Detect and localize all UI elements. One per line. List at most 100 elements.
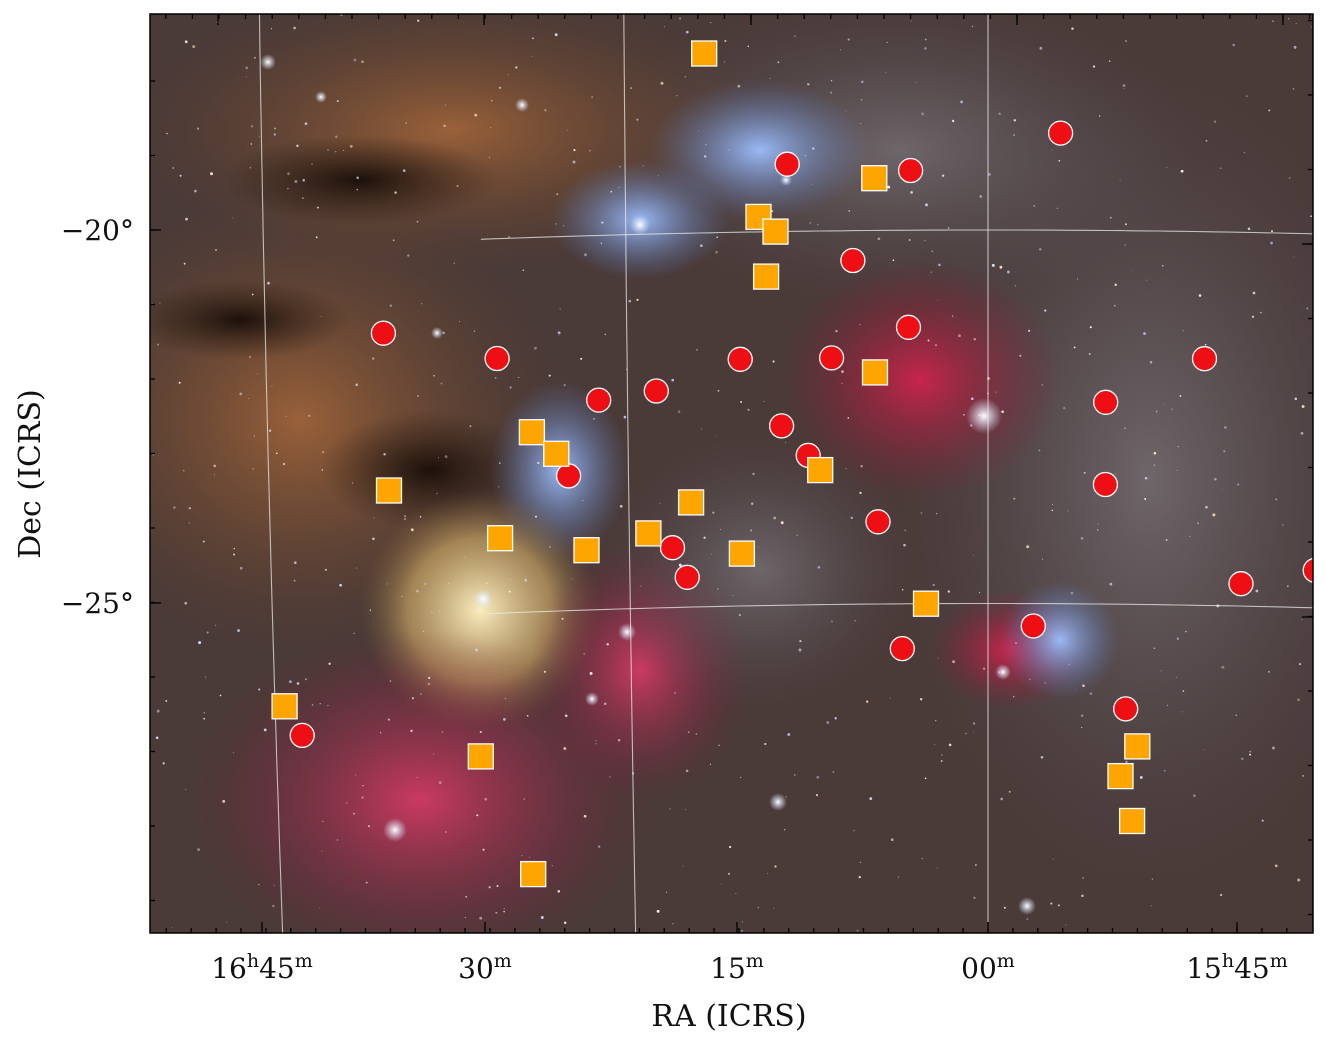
background-star bbox=[1166, 704, 1168, 706]
background-star bbox=[464, 556, 466, 558]
background-star bbox=[563, 383, 566, 387]
background-star bbox=[271, 385, 273, 387]
background-star bbox=[188, 522, 190, 524]
background-star bbox=[1039, 46, 1043, 50]
background-star bbox=[308, 414, 311, 417]
background-star bbox=[1213, 120, 1217, 123]
background-star bbox=[356, 188, 358, 191]
circle-marker bbox=[1228, 571, 1254, 597]
background-star bbox=[1150, 905, 1152, 907]
background-star bbox=[934, 344, 938, 347]
background-star bbox=[847, 38, 850, 41]
background-star bbox=[710, 22, 712, 24]
background-star bbox=[1044, 309, 1047, 312]
background-star bbox=[225, 921, 227, 923]
background-star bbox=[696, 348, 698, 351]
background-star bbox=[1113, 304, 1116, 307]
background-star bbox=[1272, 20, 1274, 22]
background-star bbox=[453, 262, 455, 264]
background-star bbox=[719, 528, 721, 530]
background-star bbox=[441, 731, 443, 733]
background-star bbox=[258, 136, 260, 138]
background-star bbox=[703, 536, 706, 539]
background-star bbox=[642, 165, 644, 167]
background-star bbox=[322, 820, 324, 822]
background-star bbox=[935, 719, 937, 722]
background-star bbox=[1040, 755, 1044, 759]
background-star bbox=[829, 91, 833, 94]
background-star bbox=[767, 873, 768, 875]
background-star bbox=[1067, 510, 1069, 512]
background-star bbox=[202, 540, 205, 543]
background-star bbox=[1223, 426, 1227, 429]
background-star bbox=[904, 529, 906, 532]
background-star bbox=[1274, 864, 1278, 868]
square-marker bbox=[912, 590, 940, 617]
background-star bbox=[749, 529, 753, 532]
background-star bbox=[610, 190, 613, 193]
background-star bbox=[1125, 40, 1127, 42]
background-star bbox=[194, 189, 197, 193]
background-star bbox=[162, 762, 165, 765]
background-star bbox=[609, 776, 611, 778]
background-star bbox=[617, 738, 621, 742]
background-star bbox=[1310, 26, 1312, 28]
background-star bbox=[320, 315, 322, 317]
background-star bbox=[1175, 676, 1177, 678]
background-star bbox=[747, 408, 750, 411]
background-star bbox=[410, 528, 414, 532]
background-star bbox=[171, 927, 173, 928]
background-star bbox=[256, 373, 258, 375]
background-star bbox=[952, 660, 956, 664]
circle-marker bbox=[727, 346, 753, 372]
background-star bbox=[1019, 354, 1022, 357]
background-star bbox=[583, 814, 587, 818]
background-star bbox=[741, 930, 743, 932]
background-star bbox=[1125, 760, 1128, 764]
background-star bbox=[834, 717, 837, 720]
background-star bbox=[687, 731, 690, 734]
background-star bbox=[1164, 403, 1166, 405]
background-star bbox=[232, 217, 234, 219]
background-star bbox=[897, 876, 899, 878]
background-star bbox=[543, 670, 547, 673]
background-star bbox=[1193, 794, 1196, 797]
background-star bbox=[1013, 134, 1015, 136]
background-star bbox=[447, 582, 450, 584]
background-star bbox=[785, 441, 787, 443]
background-star bbox=[456, 184, 459, 188]
square-marker bbox=[861, 359, 889, 386]
background-star bbox=[1001, 410, 1004, 414]
background-star bbox=[508, 590, 511, 593]
background-star bbox=[1260, 311, 1262, 314]
background-star bbox=[431, 611, 433, 614]
background-star bbox=[424, 582, 427, 585]
background-star bbox=[1083, 471, 1086, 474]
background-star bbox=[832, 770, 835, 773]
background-star bbox=[1203, 749, 1205, 751]
background-star bbox=[970, 424, 973, 427]
background-star bbox=[443, 124, 446, 128]
background-star bbox=[1063, 406, 1066, 410]
background-star bbox=[1180, 169, 1184, 173]
background-star bbox=[682, 865, 684, 867]
background-star bbox=[383, 453, 386, 456]
background-star bbox=[479, 730, 482, 734]
square-marker bbox=[520, 860, 547, 888]
background-star bbox=[861, 80, 864, 84]
square-marker bbox=[635, 520, 662, 547]
background-star bbox=[1293, 256, 1295, 258]
background-star bbox=[373, 517, 375, 519]
background-star bbox=[311, 704, 314, 706]
background-star bbox=[1220, 167, 1222, 169]
background-star bbox=[674, 692, 676, 694]
background-star bbox=[628, 299, 632, 303]
background-star bbox=[1185, 630, 1187, 633]
square-marker bbox=[1107, 762, 1134, 790]
background-star bbox=[416, 220, 419, 223]
background-star bbox=[531, 55, 533, 57]
background-star bbox=[1249, 750, 1252, 753]
background-star bbox=[561, 617, 564, 620]
square-marker bbox=[752, 263, 780, 290]
